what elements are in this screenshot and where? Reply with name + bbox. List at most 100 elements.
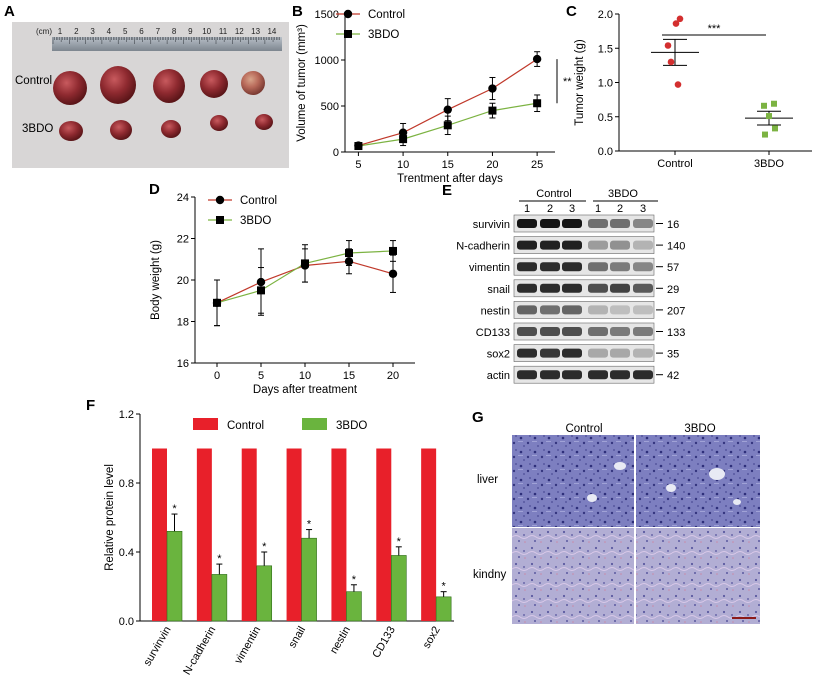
blot-band [517,327,537,336]
data-point-control [664,42,672,49]
blot-band [610,240,630,250]
blot-band [562,262,582,272]
x-tick-label: 5 [355,159,361,171]
x-tick-label: 3BDO [754,158,784,170]
legend-label-3bdo: 3BDO [368,29,399,41]
bar-3bdo [256,565,273,622]
x-tick-label: 25 [531,159,543,171]
ruler-number: 11 [219,27,228,36]
blot-band [633,327,653,336]
bar-control [286,448,302,621]
data-point-control [676,15,684,23]
blot-protein-n-cadherin: N-cadherin [456,241,510,253]
bar-3bdo [390,555,407,622]
panel-g-histology: G Control 3BDO liver kindny [472,409,760,624]
y-tick-label: 24 [177,192,189,204]
bar-3bdo [435,596,452,622]
x-tick-label: vimentin [232,625,263,666]
significance-star: * [352,574,357,586]
blot-band [562,348,582,358]
blot-band [588,370,608,380]
bar-control [196,448,212,621]
histology-liver-3bdo [636,435,760,527]
blot-band [540,327,560,336]
ruler-number: 3 [90,27,95,36]
lane-number: 2 [617,203,623,215]
data-point-3bdo [766,113,772,120]
y-tick-label: 0.0 [119,616,134,628]
panel-b-tumor-volume-chart: B 0 500 1000 1500 5 10 15 20 25 Trentment after d… [292,3,572,185]
blot-band [588,348,608,358]
legend-marker [344,30,352,38]
ruler-unit: (cm) [36,27,52,36]
legend-label-control: Control [368,9,405,21]
tumor-3bdo-2 [110,120,132,140]
blot-band [633,262,653,272]
kda-label: 29 [667,284,679,296]
panel-letter-e: E [442,182,452,199]
x-tick-label: 15 [442,159,454,171]
kda-label: 42 [667,370,679,382]
y-tick-label: 1000 [315,55,339,67]
histology-row-liver: liver [477,474,498,486]
blot-band [517,219,537,228]
data-point-control [674,81,682,88]
significance-star: * [307,519,312,531]
blot-band [633,305,653,315]
legend-label-control: Control [227,420,264,432]
kda-label: 57 [667,262,679,274]
point-control [532,54,542,64]
y-tick-label: 22 [177,234,189,246]
y-tick-label: 1.0 [598,78,613,90]
x-tick-label: 0 [214,370,220,382]
blot-band [540,283,560,293]
kda-label: 35 [667,349,679,361]
data-point-3bdo [771,100,777,107]
blot-protein-vimentin: vimentin [469,262,510,274]
point-control [388,269,398,278]
blot-band [610,219,630,228]
tumor-3bdo-5 [255,114,273,130]
blot-band [588,327,608,336]
panel-e-western-blot: E Control 3BDO 1 2 3 1 2 3 survivin 16 N-cadherin 1… [442,182,685,384]
legend-label-3bdo: 3BDO [336,420,367,432]
significance-label: *** [708,23,722,35]
y-tick-label: 500 [321,101,339,113]
point-control [443,105,452,114]
point-3bdo [443,121,452,130]
histology-col-control: Control [565,423,602,435]
blot-band [588,219,608,228]
point-control [398,128,408,137]
ruler-number: 7 [156,27,161,36]
panel-letter-b: B [292,3,303,20]
blot-band [562,327,582,336]
y-tick-label: 20 [177,275,189,287]
legend-marker [216,216,224,224]
x-tick-label: survinvin [142,625,174,669]
legend-label-3bdo: 3BDO [240,215,271,227]
blot-band [633,348,653,358]
tumor-control-2 [100,66,136,104]
blot-band [588,240,608,250]
scale-bar [732,617,756,619]
blot-protein-actin: actin [487,370,510,382]
lane-number: 1 [595,203,601,215]
blot-group-3bdo: 3BDO [608,188,638,200]
legend-marker [215,195,225,205]
blot-band [540,370,560,380]
data-point-3bdo [772,125,778,132]
blot-protein-snail: snail [487,284,510,296]
tumor-3bdo-4 [210,115,228,131]
bar-3bdo [211,574,228,622]
blot-group-control: Control [536,188,571,200]
blot-band [562,240,582,250]
panel-letter-c: C [566,3,577,20]
histology-row-kindny: kindny [473,569,506,581]
blot-band [562,370,582,380]
blot-band [610,262,630,272]
blot-band [588,262,608,272]
blot-band [562,283,582,293]
histology-kidney-3bdo [636,528,760,624]
blot-band [540,240,560,250]
